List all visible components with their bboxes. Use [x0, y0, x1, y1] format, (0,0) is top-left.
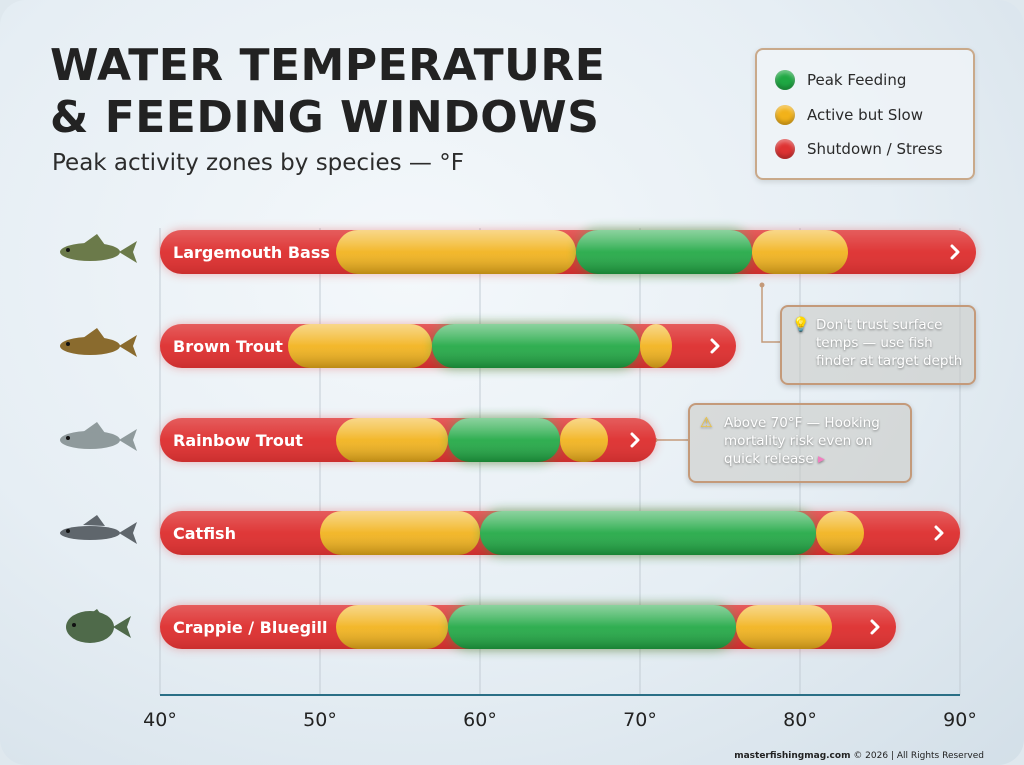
legend-item-slow: Active but Slow — [775, 105, 923, 125]
callout-depth-text: Don't trust surface temps — use fish fin… — [816, 317, 963, 369]
legend-label: Active but Slow — [807, 106, 923, 124]
lightbulb-icon: 💡 — [792, 317, 810, 333]
x-tick-label: 90° — [943, 709, 977, 731]
callout-arrow-icon: ▸ — [817, 451, 825, 467]
bass-icon — [60, 234, 137, 263]
warning-icon: ⚠ — [700, 415, 713, 431]
peak-dot-icon — [775, 70, 795, 90]
species-label: Largemouth Bass — [173, 243, 330, 262]
footer: masterfishingmag.com © 2026 | All Rights… — [734, 751, 984, 761]
legend-label: Peak Feeding — [807, 71, 907, 89]
callout-connector — [761, 285, 782, 343]
x-tick-label: 60° — [463, 709, 497, 731]
legend-item-stress: Shutdown / Stress — [775, 139, 943, 159]
callout-mortality: ⚠ Above 70°F — Hooking mortality risk ev… — [688, 403, 912, 483]
rainbow-trout-icon — [60, 422, 137, 451]
title-line-1: WATER TEMPERATURE — [50, 40, 606, 91]
chevron-right-icon — [710, 338, 720, 354]
slow-dot-icon — [775, 105, 795, 125]
callout-depth: 💡 Don't trust surface temps — use fish f… — [780, 305, 976, 385]
page-title: WATER TEMPERATURE & FEEDING WINDOWS — [50, 40, 605, 144]
footer-copyright: © 2026 | All Rights Reserved — [850, 751, 984, 761]
x-tick-label: 80° — [783, 709, 817, 731]
chevron-right-icon — [934, 525, 944, 541]
catfish-icon — [60, 515, 137, 544]
chevron-right-icon — [950, 244, 960, 260]
stress-dot-icon — [775, 139, 795, 159]
callout-mortality-body: Above 70°F — Hooking mortality risk even… — [724, 414, 902, 468]
bar-track-shine — [160, 605, 896, 649]
x-tick-label: 50° — [303, 709, 337, 731]
chevron-right-icon — [870, 619, 880, 635]
species-label: Crappie / Bluegill — [173, 618, 327, 637]
species-label: Rainbow Trout — [173, 431, 303, 450]
title-line-2: & FEEDING WINDOWS — [50, 92, 600, 143]
legend-label: Shutdown / Stress — [807, 140, 943, 158]
x-tick-label: 70° — [623, 709, 657, 731]
chevron-right-icon — [630, 432, 640, 448]
footer-site: masterfishingmag.com — [734, 751, 851, 761]
legend-item-peak: Peak Feeding — [775, 70, 906, 90]
species-label: Brown Trout — [173, 337, 283, 356]
bar-track-shine — [160, 511, 960, 555]
bar-track-shine — [160, 324, 736, 368]
bar-track-shine — [160, 230, 976, 274]
sunfish-icon — [66, 609, 131, 643]
callout-connector-dot — [759, 282, 765, 288]
legend: Peak Feeding Active but Slow Shutdown / … — [755, 48, 975, 180]
brown-trout-icon — [60, 328, 137, 357]
callout-mortality-text: Above 70°F — Hooking mortality risk even… — [724, 415, 880, 467]
species-label: Catfish — [173, 524, 236, 543]
bar-track-shine — [160, 418, 656, 462]
subtitle: Peak activity zones by species — °F — [52, 150, 464, 176]
x-tick-label: 40° — [143, 709, 177, 731]
